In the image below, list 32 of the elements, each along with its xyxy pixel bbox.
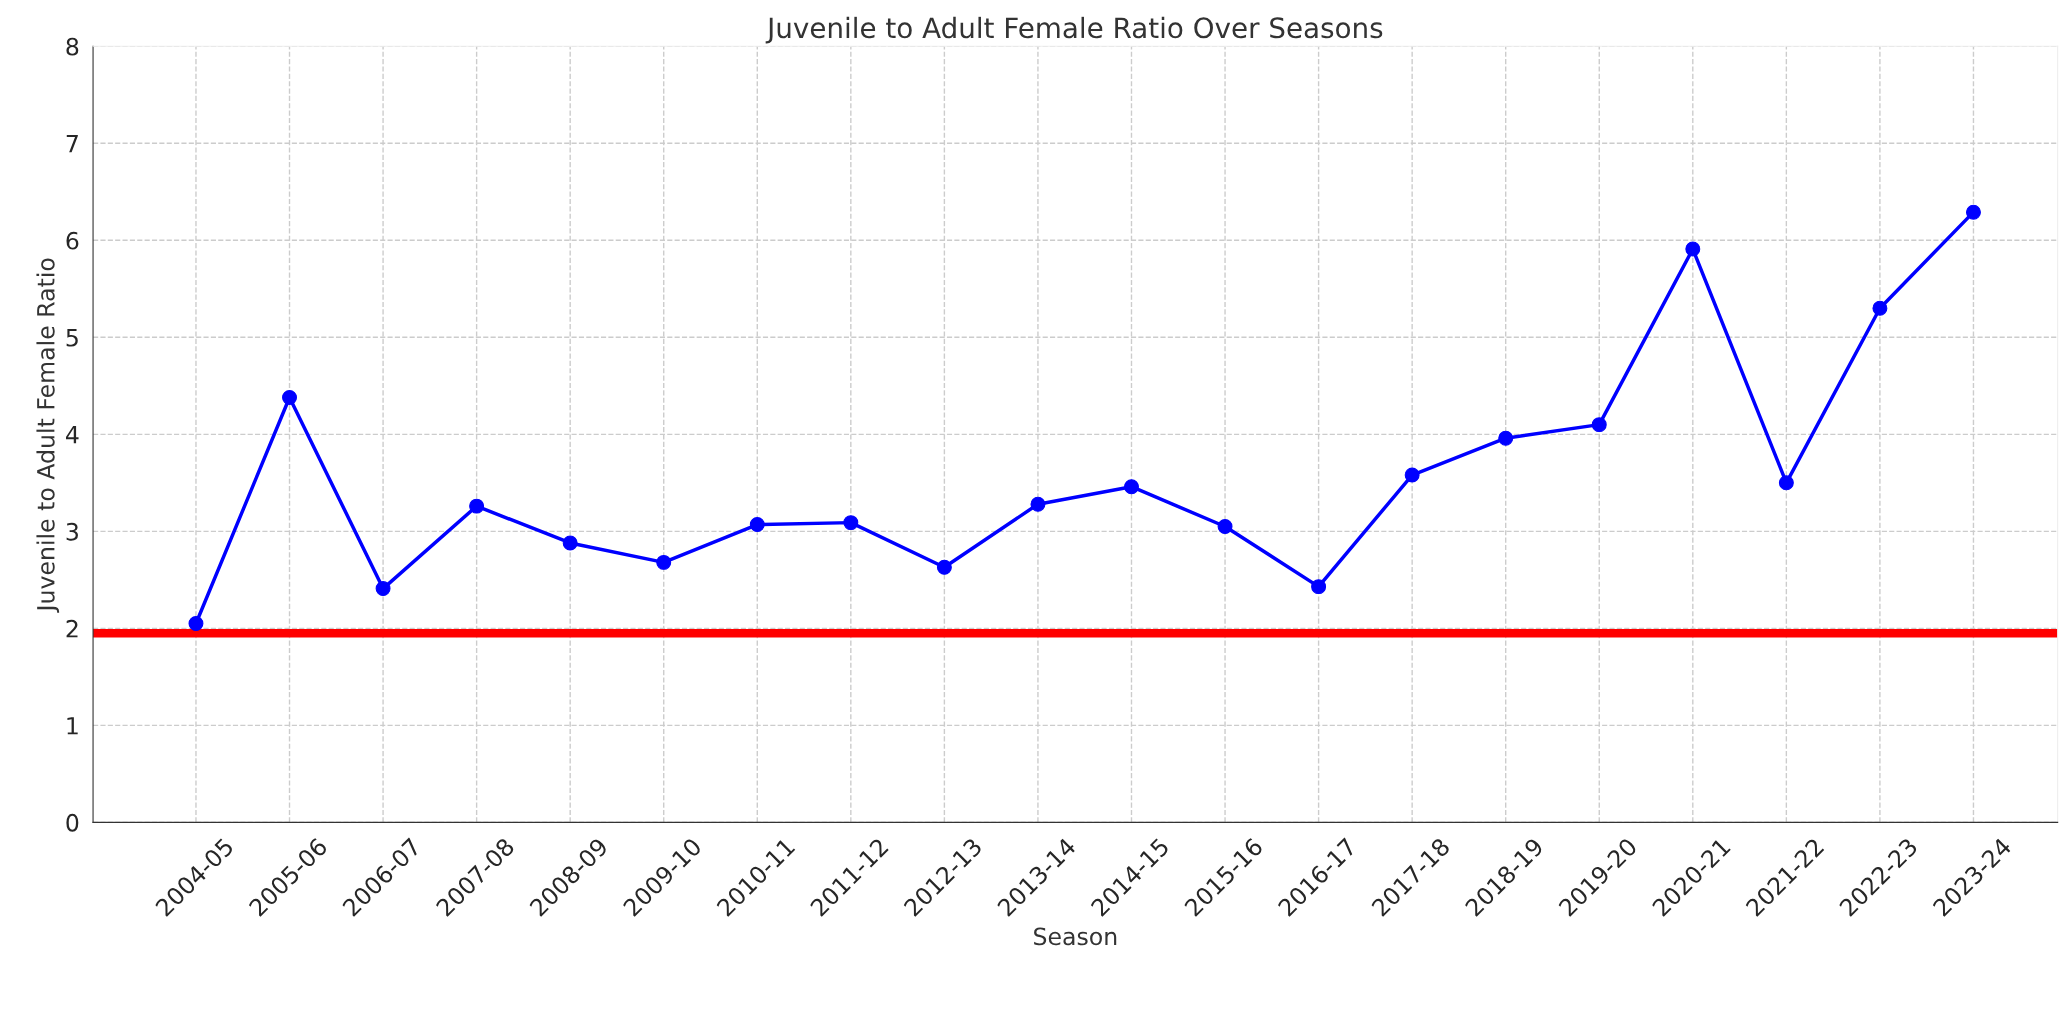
point: [282, 390, 297, 405]
point: [656, 554, 672, 570]
y-tick-label: 0: [66, 813, 79, 832]
y-tick-label: 4: [66, 426, 79, 444]
point: [562, 535, 578, 551]
point: [1124, 479, 1139, 495]
y-tick-label: 5: [66, 329, 78, 347]
y-tick-label: 1: [67, 717, 78, 735]
point: [375, 581, 391, 597]
point: [1685, 241, 1701, 257]
chart-title: Juvenile to Adult Female Ratio Over Seasons: [765, 16, 1383, 44]
point: [1030, 496, 1046, 512]
point: [1217, 519, 1233, 534]
point: [843, 515, 859, 531]
y-tick-label: 2: [66, 619, 78, 638]
x-axis-title: Season: [1034, 927, 1117, 946]
point: [936, 559, 952, 575]
point: [1778, 475, 1794, 491]
y-tick-label: 6: [66, 231, 79, 250]
point: [188, 616, 204, 631]
point: [1498, 430, 1514, 446]
point: [1311, 579, 1327, 595]
y-tick-label: 8: [66, 37, 79, 56]
point: [1872, 300, 1888, 316]
point: [1404, 467, 1420, 483]
point: [1591, 417, 1607, 433]
y-tick-label: 3: [66, 522, 78, 541]
point: [749, 517, 765, 533]
point: [1965, 204, 1981, 220]
y-tick-label: 7: [66, 135, 78, 153]
point: [469, 498, 485, 514]
y-axis-title: Juvenile to Adult Female Ratio: [36, 258, 60, 613]
